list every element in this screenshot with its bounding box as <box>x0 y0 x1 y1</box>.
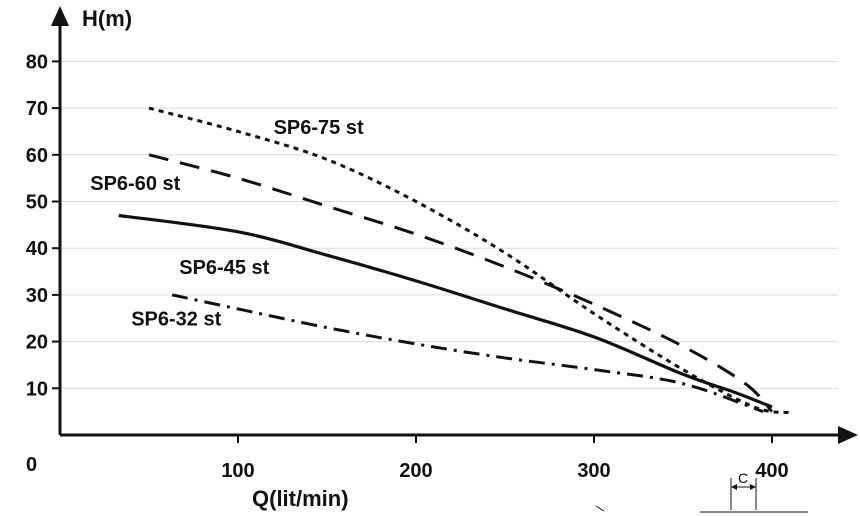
origin-label: 0 <box>26 454 37 476</box>
series-line-sp6-32-st <box>171 293 764 414</box>
gridlines <box>60 60 838 389</box>
series-label-sp6-45-st: SP6-45 st <box>179 257 269 279</box>
y-tick-label-70: 70 <box>26 98 48 120</box>
corner-annotation: C <box>595 470 808 513</box>
x-tick-label-100: 100 <box>221 460 254 482</box>
y-tick-label-60: 60 <box>26 145 48 167</box>
series-line-sp6-60-st <box>148 153 774 413</box>
x-axis-arrowhead <box>838 426 858 444</box>
tick-labels: 10 20 30 40 50 60 70 80 100 200 300 400 <box>26 51 789 482</box>
y-tick-label-20: 20 <box>26 332 48 354</box>
x-tick-label-200: 200 <box>399 460 432 482</box>
series-label-sp6-60-st: SP6-60 st <box>90 173 180 195</box>
y-tick-label-10: 10 <box>26 378 48 400</box>
annotation-arrowhead-right <box>750 484 756 490</box>
annotation-stroke <box>595 505 605 512</box>
y-axis-title: H(m) <box>82 6 132 31</box>
y-tick-label-80: 80 <box>26 51 48 73</box>
y-axis-arrowhead <box>51 6 69 26</box>
y-tick-label-50: 50 <box>26 192 48 214</box>
series-label-sp6-75-st: SP6-75 st <box>274 117 364 139</box>
x-tick-label-300: 300 <box>577 460 610 482</box>
series-label-sp6-32-st: SP6-32 st <box>131 308 221 330</box>
series-line-sp6-45-st <box>118 213 773 409</box>
axes <box>51 6 858 444</box>
y-tick-label-40: 40 <box>26 238 48 260</box>
series-labels: SP6-75 st SP6-60 st SP6-45 st SP6-32 st <box>90 117 364 330</box>
x-tick-label-400: 400 <box>755 460 788 482</box>
series-lines <box>118 106 791 415</box>
annotation-arrowhead-left <box>731 484 737 490</box>
x-axis-title: Q(lit/min) <box>252 486 349 511</box>
y-tick-label-30: 30 <box>26 285 48 307</box>
annotation-label: C <box>738 470 748 486</box>
